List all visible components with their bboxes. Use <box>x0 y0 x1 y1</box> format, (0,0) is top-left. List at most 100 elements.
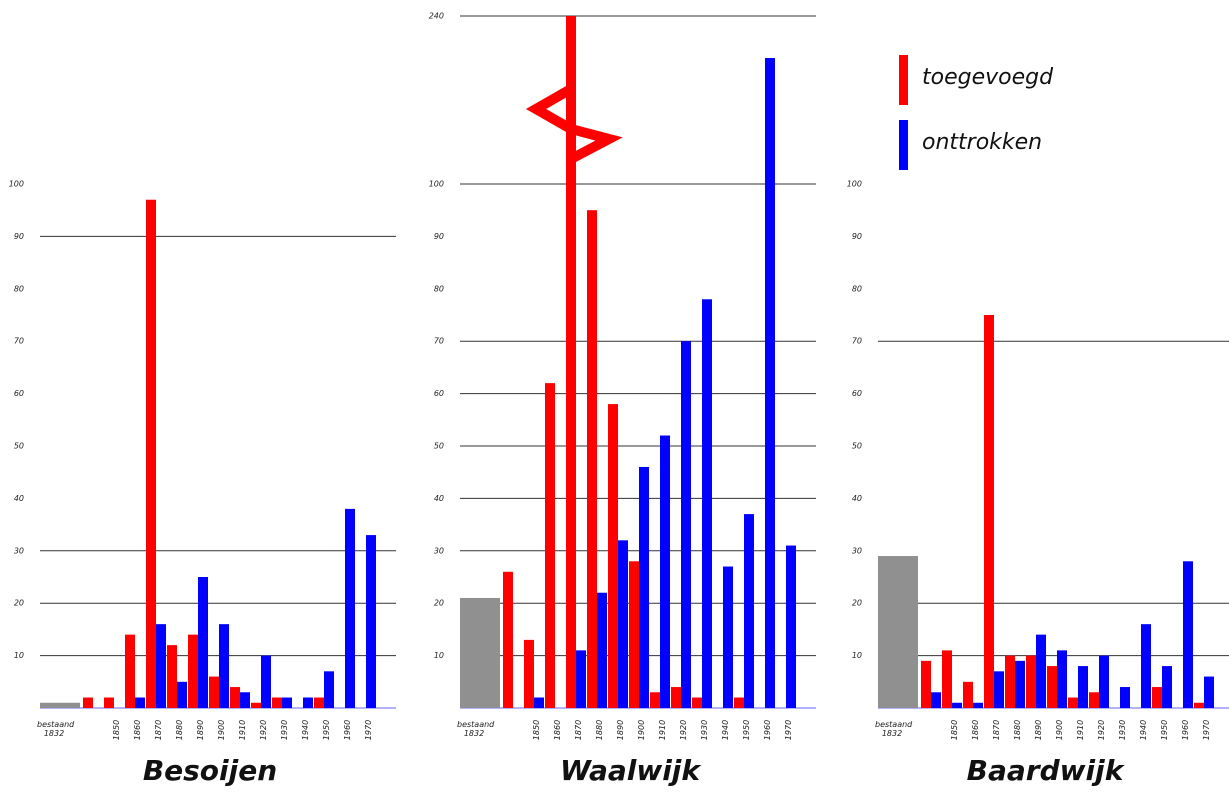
bar <box>576 650 586 708</box>
x-tick-label: 1860 <box>971 720 980 740</box>
x-tick-label: 1870 <box>992 720 1001 740</box>
x-tick-label: 1900 <box>637 720 646 740</box>
y-tick-label: 30 <box>434 546 444 555</box>
bar <box>786 545 796 708</box>
x-tick-label: 1870 <box>574 720 583 740</box>
y-tick-label: 80 <box>852 284 862 293</box>
bar <box>1194 702 1204 708</box>
y-tick-label: 40 <box>14 494 24 503</box>
y-tick-label: 90 <box>852 232 862 241</box>
x-tick-label: 1940 <box>301 720 310 740</box>
bar <box>240 692 250 708</box>
y-tick-label: 20 <box>852 599 862 608</box>
y-tick-label: 30 <box>852 546 862 555</box>
x-tick-label: 1930 <box>700 720 709 740</box>
x-tick-label: 1960 <box>1181 720 1190 740</box>
x-tick-label: 1930 <box>280 720 289 740</box>
x-tick-label: 1940 <box>1139 720 1148 740</box>
bar <box>545 383 555 708</box>
x-tick-label: 1850 <box>950 720 959 740</box>
bar <box>765 58 775 708</box>
bar <box>1026 655 1036 708</box>
x-tick-label: 1950 <box>742 720 751 740</box>
bar <box>1036 634 1046 708</box>
bar <box>702 299 712 708</box>
y-tick-label: 50 <box>434 442 444 451</box>
legend-label: toegevoegd <box>922 65 1054 90</box>
x-tick-label: 1880 <box>595 720 604 740</box>
x-tick-label: bestaand 1832 <box>457 720 495 738</box>
bar <box>650 692 660 708</box>
y-tick-label: 30 <box>14 546 24 555</box>
y-tick-label: 70 <box>434 337 444 346</box>
bar <box>734 697 744 708</box>
bar <box>1152 687 1162 708</box>
bar <box>524 639 534 708</box>
y-tick-label: 60 <box>852 389 862 398</box>
bar <box>460 597 500 708</box>
bar <box>503 571 513 708</box>
x-tick-label: bestaand 1832 <box>875 720 912 738</box>
y-tick-label: 80 <box>434 284 444 293</box>
bar <box>566 16 576 708</box>
bar <box>251 702 261 708</box>
bar <box>125 634 135 708</box>
y-tick-label: 100 <box>429 180 444 189</box>
bar <box>973 702 983 708</box>
y-tick-label: 20 <box>434 599 444 608</box>
bar <box>618 540 628 708</box>
bar <box>994 671 1004 708</box>
bar <box>921 660 931 708</box>
y-tick-label: 50 <box>852 442 862 451</box>
bar <box>1120 687 1130 708</box>
x-tick-label: 1890 <box>616 720 625 740</box>
y-tick-label: 90 <box>434 232 444 241</box>
x-tick-label: 1860 <box>553 720 562 740</box>
bar <box>1183 561 1193 708</box>
bar <box>198 577 208 708</box>
bar <box>366 535 376 708</box>
bar <box>1047 666 1057 708</box>
x-tick-label: 1880 <box>175 720 184 740</box>
bar <box>597 592 607 708</box>
bar <box>1078 666 1088 708</box>
legend-swatch <box>899 120 908 170</box>
bar <box>681 341 691 708</box>
bar <box>40 702 80 708</box>
bar <box>744 514 754 708</box>
bar <box>1015 660 1025 708</box>
x-tick-label: 1870 <box>154 720 163 740</box>
x-tick-label: 1900 <box>217 720 226 740</box>
chart-title: Baardwijk <box>967 754 1126 787</box>
x-tick-label: 1950 <box>322 720 331 740</box>
bar <box>1068 697 1078 708</box>
bar <box>209 676 219 708</box>
bar <box>1057 650 1067 708</box>
bar <box>135 697 145 708</box>
bar <box>177 681 187 708</box>
bar <box>608 404 618 708</box>
bar <box>219 624 229 708</box>
y-tick-label: 40 <box>852 494 862 503</box>
bar <box>671 687 681 708</box>
bar <box>303 697 313 708</box>
legend-swatch <box>899 55 908 105</box>
bar <box>167 645 177 708</box>
bar <box>942 650 952 708</box>
y-tick-label: 60 <box>14 389 24 398</box>
axis-break <box>525 59 623 164</box>
x-tick-label: 1930 <box>1118 720 1127 740</box>
x-tick-label: 1890 <box>196 720 205 740</box>
bar <box>660 435 670 708</box>
y-tick-label: 60 <box>434 389 444 398</box>
x-tick-label: 1960 <box>763 720 772 740</box>
bar <box>146 199 156 708</box>
y-tick-label: 10 <box>434 651 444 660</box>
x-tick-label: 1970 <box>784 720 793 740</box>
bar <box>188 634 198 708</box>
y-tick-label: 90 <box>14 232 24 241</box>
y-tick-label: 100 <box>9 180 24 189</box>
bar <box>723 566 733 708</box>
bar <box>639 466 649 708</box>
